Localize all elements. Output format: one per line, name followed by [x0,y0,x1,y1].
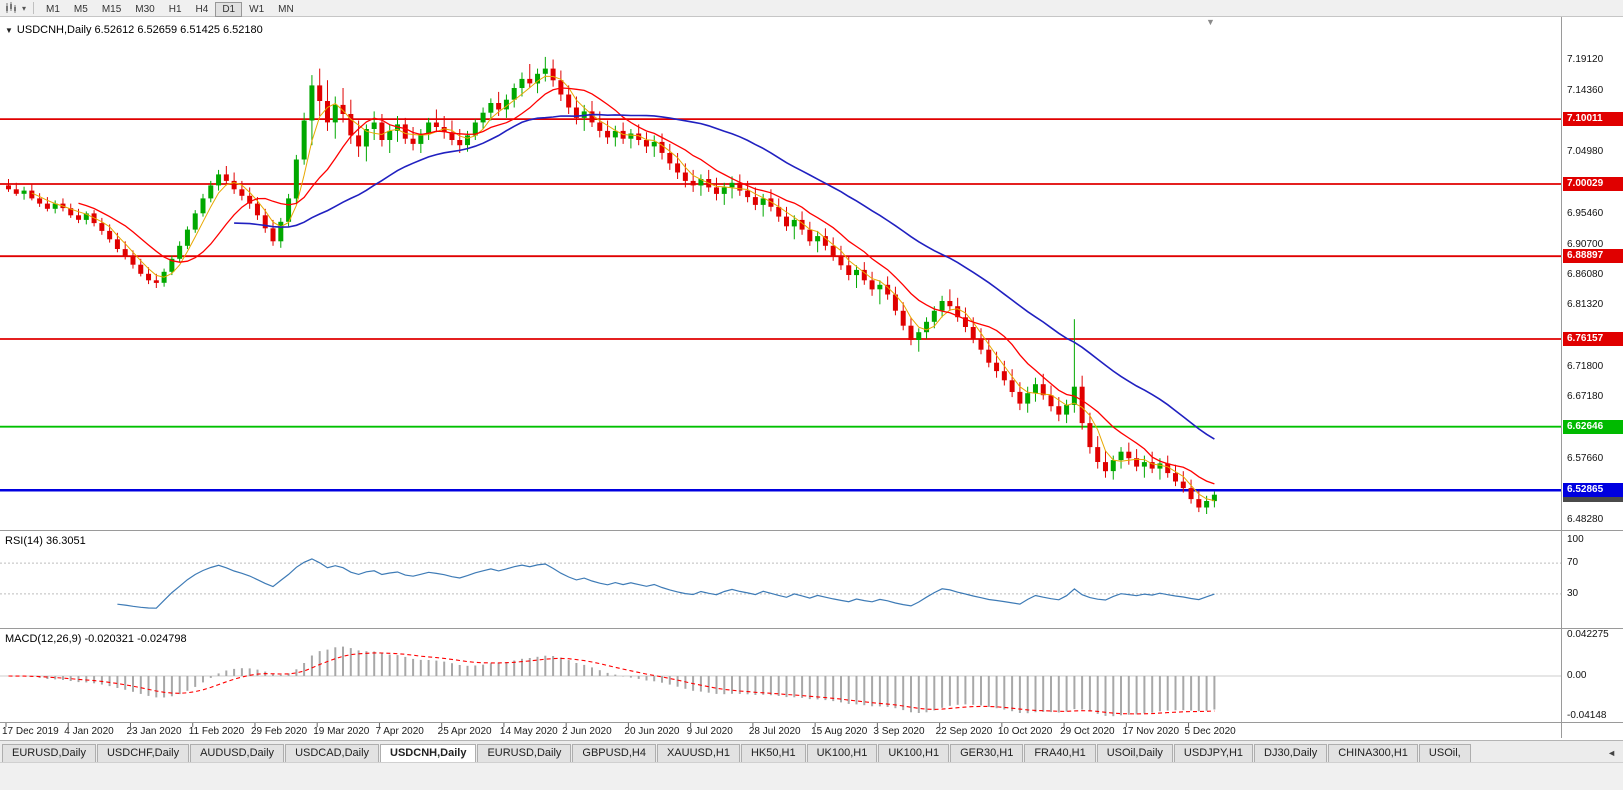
chart-tab-usoil[interactable]: USOil, [1418,744,1471,762]
chart-tab-china300-h1[interactable]: CHINA300,H1 [1328,744,1418,762]
chart-tab-dj30-daily[interactable]: DJ30,Daily [1254,744,1328,762]
chart-tab-ger30-h1[interactable]: GER30,H1 [950,744,1024,762]
date-label: 2 Jun 2020 [562,726,612,737]
price-tick: 6.71800 [1567,361,1604,372]
price-level-badge: 6.76157 [1563,332,1623,346]
chart-tab-fra40-h1[interactable]: FRA40,H1 [1024,744,1096,762]
chart-tab-usdjpy-h1[interactable]: USDJPY,H1 [1173,744,1254,762]
chart-type-dropdown-icon[interactable]: ▾ [22,3,27,13]
macd-tick: 0.00 [1567,670,1587,681]
pane-separator[interactable] [0,530,1623,531]
date-label: 9 Jul 2020 [687,726,734,737]
timeframe-mn-button[interactable]: MN [271,2,301,17]
price-tick: 6.57660 [1567,453,1604,464]
date-label: 19 Mar 2020 [313,726,370,737]
timeframe-m5-button[interactable]: M5 [67,2,95,17]
rsi-tick: 30 [1567,588,1579,599]
date-label: 3 Sep 2020 [873,726,925,737]
chart-shift-marker[interactable]: ▼ [1206,17,1215,27]
price-tick: 6.90700 [1567,239,1604,250]
date-label: 25 Apr 2020 [438,726,492,737]
timeframe-toolbar: ▾ M1 M5 M15 M30 H1 H4 D1 W1 MN [0,0,1623,17]
date-label: 28 Jul 2020 [749,726,801,737]
price-tick: 7.14360 [1567,85,1604,96]
chart-tabbar: EURUSD,Daily USDCHF,Daily AUDUSD,Daily USDC… [0,740,1623,762]
price-level-badge: 6.62646 [1563,420,1623,434]
chart-tab-usdcad-daily[interactable]: USDCAD,Daily [285,744,380,762]
date-label: 29 Oct 2020 [1060,726,1115,737]
date-label: 7 Apr 2020 [375,726,424,737]
toolbar-separator [33,2,35,14]
date-label: 17 Dec 2019 [2,726,59,737]
price-tick: 6.86080 [1567,269,1604,280]
rsi-indicator-label: RSI(14) 36.3051 [5,535,86,547]
timeframe-d1-button[interactable]: D1 [215,2,243,17]
price-level-badge: 6.52865 [1563,483,1623,497]
macd-tick: -0.04148 [1567,710,1607,721]
price-chart-canvas[interactable]: 17 Dec 2019 4 Jan 2020 23 Jan 2020 11 Feb 2… [0,17,1561,738]
timeframe-h4-button[interactable]: H4 [189,2,216,17]
price-tick: 6.81320 [1567,299,1604,310]
price-tick: 6.67180 [1567,391,1604,402]
chart-tab-gbpusd-h4[interactable]: GBPUSD,H4 [572,744,656,762]
price-tick: 6.95460 [1567,208,1604,219]
price-level-badge: 7.00029 [1563,177,1623,191]
chart-tab-audusd-daily[interactable]: AUDUSD,Daily [190,744,285,762]
macd-tick: 0.042275 [1567,629,1609,640]
date-label: 29 Feb 2020 [251,726,308,737]
timeframe-m1-button[interactable]: M1 [39,2,67,17]
tab-scroll-left-button[interactable]: ◄ [1607,748,1616,758]
candlestick-glyph [6,2,16,13]
date-label: 17 Nov 2020 [1122,726,1179,737]
chart-tab-usdchf-daily[interactable]: USDCHF,Daily [96,744,190,762]
price-tick: 7.04980 [1567,146,1604,157]
date-label: 14 May 2020 [500,726,558,737]
timeframe-buttons: M1 M5 M15 M30 H1 H4 D1 W1 MN [39,0,301,17]
price-level-badge: 7.10011 [1563,112,1623,126]
chart-title: ▼ USDCNH,Daily 6.52612 6.52659 6.51425 6… [5,24,263,36]
chart-tab-usoil-daily[interactable]: USOil,Daily [1096,744,1173,762]
price-tick: 6.48280 [1567,514,1604,525]
timeframe-w1-button[interactable]: W1 [242,2,271,17]
chart-tab-xauusd-h1[interactable]: XAUUSD,H1 [656,744,740,762]
timeframe-m15-button[interactable]: M15 [95,2,128,17]
chart-collapse-icon[interactable]: ▼ [5,25,13,35]
date-label: 10 Oct 2020 [998,726,1053,737]
price-level-badge: 6.88897 [1563,249,1623,263]
chart-tab-uk100-h1[interactable]: UK100,H1 [806,744,878,762]
chart-tab-eurusd-daily[interactable]: EURUSD,Daily [2,744,96,762]
date-label: 22 Sep 2020 [936,726,993,737]
status-bar [0,762,1623,790]
date-label: 5 Dec 2020 [1185,726,1237,737]
timeframe-h1-button[interactable]: H1 [162,2,189,17]
chart-tabs: EURUSD,Daily USDCHF,Daily AUDUSD,Daily USDC… [2,744,1472,762]
rsi-tick: 100 [1567,534,1584,545]
date-label: 23 Jan 2020 [126,726,181,737]
date-label: 20 Jun 2020 [624,726,679,737]
price-axis[interactable]: 7.19120 7.14360 7.04980 6.95460 6.90700 6.860… [1561,17,1623,738]
chart-tab-hk50-h1[interactable]: HK50,H1 [740,744,806,762]
chart-tab-eurusd-daily[interactable]: EURUSD,Daily [477,744,572,762]
chart-type-icon[interactable] [3,1,19,15]
date-label: 4 Jan 2020 [64,726,114,737]
chart-window: 17 Dec 2019 4 Jan 2020 23 Jan 2020 11 Feb 2… [0,17,1623,738]
price-tick: 7.19120 [1567,54,1604,65]
pane-separator[interactable] [0,628,1623,629]
date-label: 11 Feb 2020 [189,726,245,737]
chart-tab-usdcnh-daily[interactable]: USDCNH,Daily [380,744,477,762]
macd-indicator-label: MACD(12,26,9) -0.020321 -0.024798 [5,633,187,645]
pane-separator[interactable] [0,722,1623,723]
date-label: 15 Aug 2020 [811,726,868,737]
chart-title-text: USDCNH,Daily 6.52612 6.52659 6.51425 6.5… [16,24,263,36]
timeframe-m30-button[interactable]: M30 [128,2,161,17]
chart-tab-uk100-h1[interactable]: UK100,H1 [878,744,950,762]
rsi-tick: 70 [1567,557,1579,568]
